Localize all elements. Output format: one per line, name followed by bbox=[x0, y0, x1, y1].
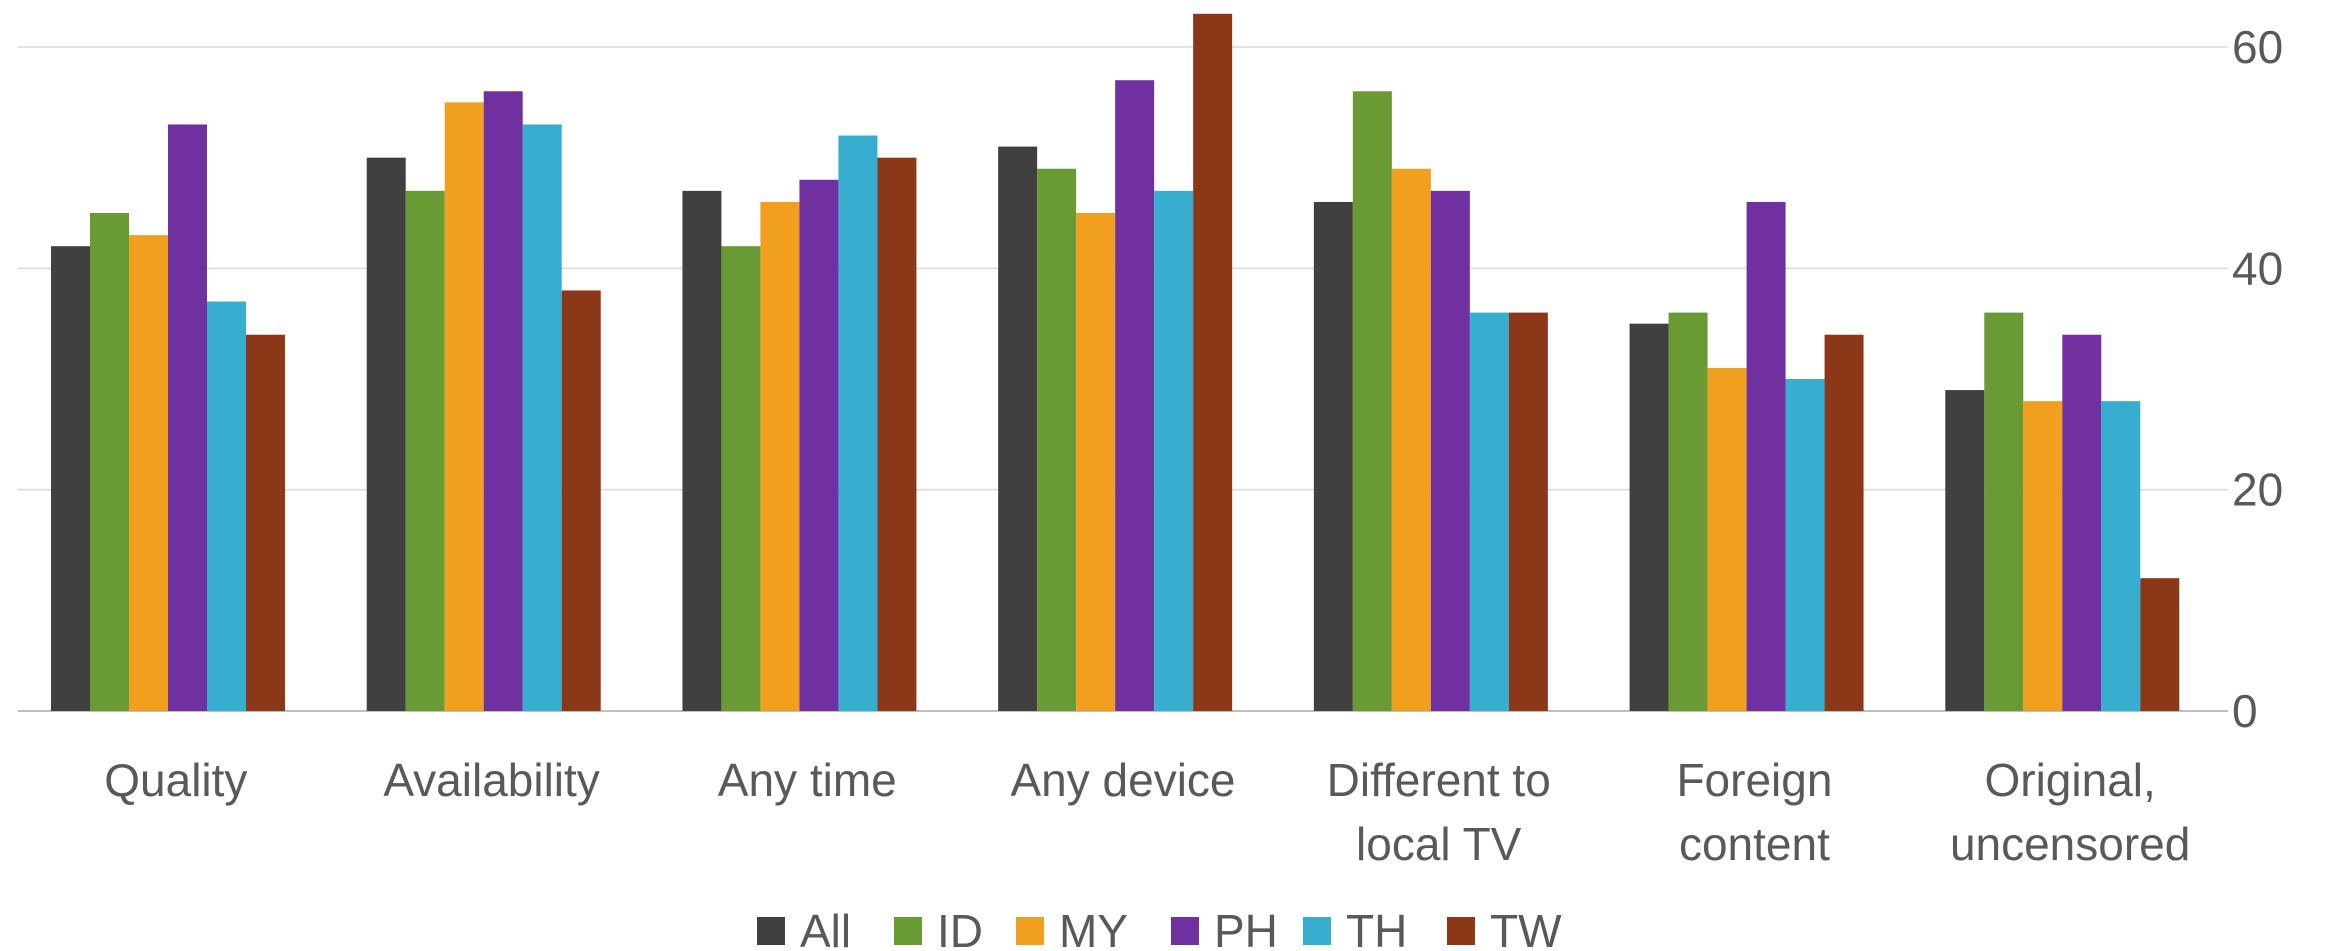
bar-id bbox=[1984, 312, 2024, 711]
bar-id bbox=[405, 190, 445, 711]
bar-tw bbox=[2140, 578, 2180, 711]
bar-all bbox=[1313, 201, 1353, 711]
bar-th bbox=[522, 124, 562, 711]
bar-th bbox=[838, 135, 878, 712]
legend-swatch-all bbox=[757, 917, 785, 945]
bar-th bbox=[2101, 401, 2141, 711]
x-tick-label: Original, bbox=[1984, 754, 2155, 806]
x-tick-label: uncensored bbox=[1950, 818, 2190, 870]
x-tick-label: Different to bbox=[1327, 754, 1551, 806]
bar-my bbox=[1707, 367, 1747, 711]
x-tick-label: Availability bbox=[383, 754, 599, 806]
x-tick-label: Quality bbox=[104, 754, 247, 806]
bar-all bbox=[1629, 323, 1669, 711]
bar-id bbox=[1037, 168, 1077, 711]
bar-tw bbox=[246, 334, 285, 711]
bar-all bbox=[998, 146, 1038, 712]
bar-my bbox=[1076, 213, 1116, 711]
bar-tw bbox=[1508, 312, 1548, 711]
bar-tw bbox=[877, 157, 917, 711]
legend: All ID MY PH TH TW bbox=[757, 905, 1562, 951]
bar-ph bbox=[799, 179, 839, 712]
y-tick-label: 20 bbox=[2232, 464, 2283, 516]
bar-all bbox=[366, 157, 406, 711]
legend-swatch-ph bbox=[1171, 917, 1199, 945]
x-axis-labels: Quality Availability Any time Any device Dif… bbox=[104, 754, 2190, 870]
bar-th bbox=[1469, 312, 1509, 711]
legend-label-tw: TW bbox=[1490, 905, 1562, 951]
bar-ph bbox=[168, 124, 207, 711]
bar-th bbox=[1785, 379, 1825, 711]
legend-label-my: MY bbox=[1059, 905, 1128, 951]
bar-my bbox=[2023, 401, 2063, 711]
bar-th bbox=[207, 301, 246, 711]
bar-my bbox=[129, 235, 168, 711]
x-tick-label: content bbox=[1679, 818, 1830, 870]
bar-all bbox=[1945, 390, 1985, 711]
bar-my bbox=[1391, 168, 1431, 711]
bar-id bbox=[90, 213, 129, 711]
legend-label-id: ID bbox=[937, 905, 983, 951]
legend-label-ph: PH bbox=[1214, 905, 1278, 951]
y-tick-label: 40 bbox=[2232, 242, 2283, 294]
bar-id bbox=[721, 246, 761, 711]
bar-ph bbox=[483, 91, 523, 712]
x-tick-label: Foreign bbox=[1676, 754, 1832, 806]
bar-th bbox=[1154, 190, 1194, 711]
bar-ph bbox=[2062, 334, 2102, 711]
bar-ph bbox=[1746, 201, 1786, 711]
bar-id bbox=[1668, 312, 1708, 711]
legend-swatch-id bbox=[894, 917, 922, 945]
bar-id bbox=[1352, 91, 1392, 712]
x-tick-label: Any time bbox=[718, 754, 897, 806]
y-tick-label: 60 bbox=[2232, 21, 2283, 73]
bar-tw bbox=[561, 290, 601, 711]
y-tick-label: 0 bbox=[2232, 685, 2258, 737]
bar-tw bbox=[1824, 334, 1864, 711]
bar-all bbox=[51, 246, 90, 711]
bar-ph bbox=[1430, 190, 1470, 711]
legend-label-th: TH bbox=[1346, 905, 1407, 951]
bar-my bbox=[760, 201, 800, 711]
legend-swatch-tw bbox=[1447, 917, 1475, 945]
x-tick-label: Any device bbox=[1010, 754, 1235, 806]
y-axis-ticks: 0 20 40 60 bbox=[2232, 21, 2283, 737]
bar-all bbox=[682, 190, 722, 711]
bar-tw bbox=[1193, 13, 1233, 712]
bar-my bbox=[444, 102, 484, 712]
bar-ph bbox=[1115, 80, 1155, 711]
legend-label-all: All bbox=[800, 905, 851, 951]
legend-swatch-th bbox=[1303, 917, 1331, 945]
x-tick-label: local TV bbox=[1356, 818, 1522, 870]
bars bbox=[51, 13, 2180, 712]
legend-swatch-my bbox=[1016, 917, 1044, 945]
